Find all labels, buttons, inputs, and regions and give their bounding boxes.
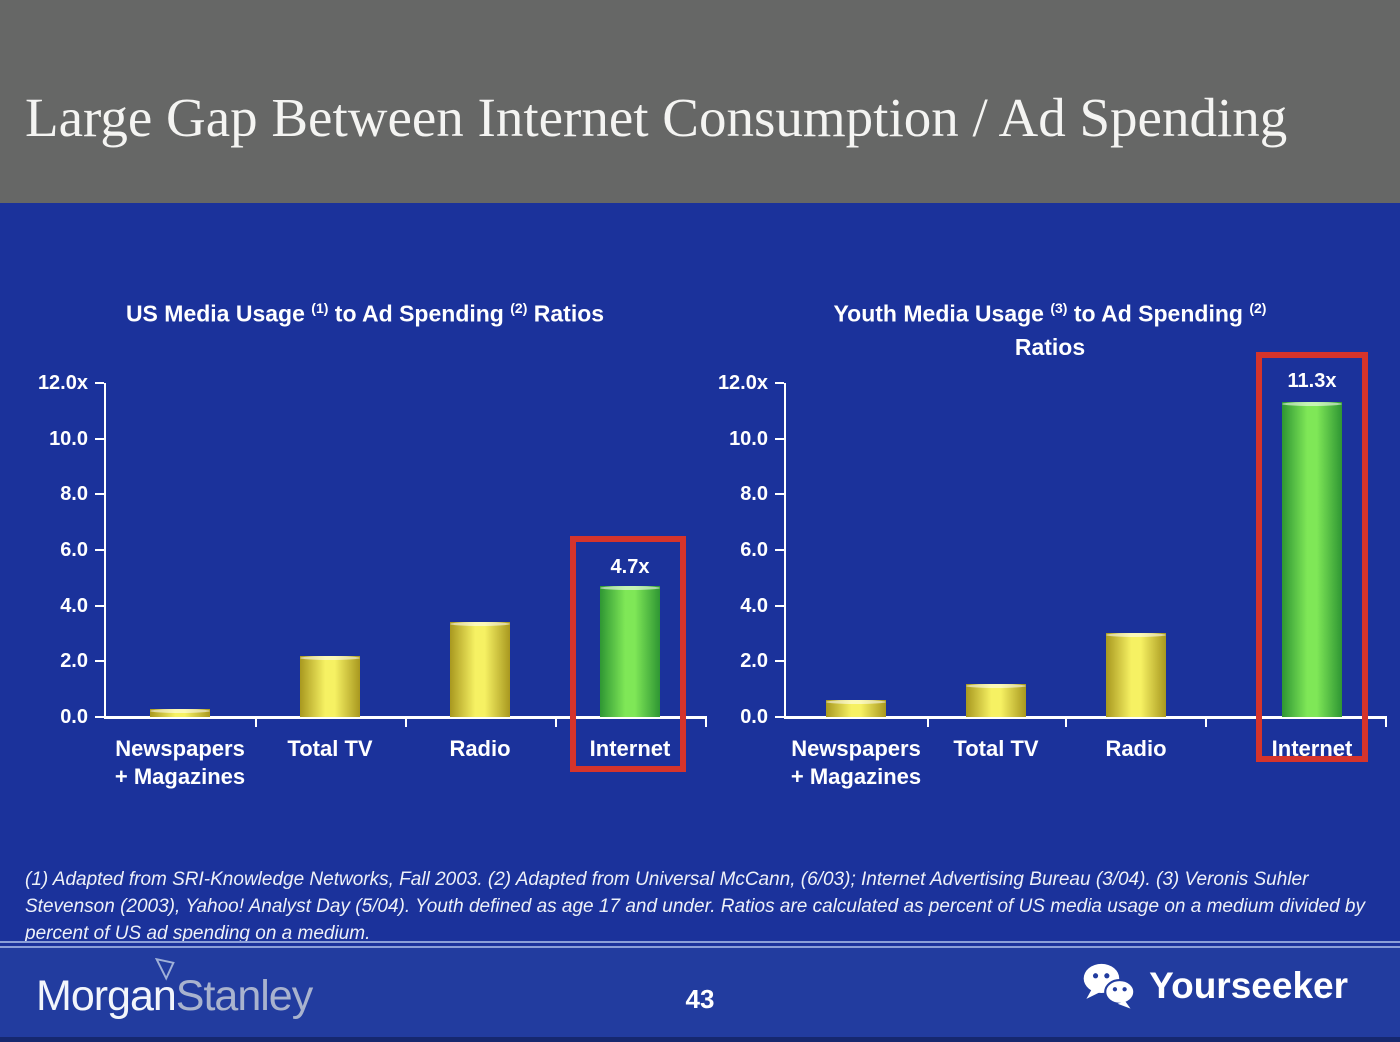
- x-axis-tick: [555, 719, 557, 727]
- footnote-marker-2: (2): [1249, 300, 1267, 316]
- footnote-marker-3: (3): [1050, 300, 1068, 316]
- y-axis-tick: [95, 549, 104, 551]
- morgan-stanley-logo: MorganStanley: [36, 958, 313, 1020]
- category-label-line: Newspapers: [115, 736, 245, 761]
- y-axis-tick: [775, 660, 784, 662]
- category-label-line: Total TV: [953, 736, 1039, 761]
- y-axis-tick-label: 10.0: [729, 428, 768, 450]
- y-axis-tick-label: 4.0: [740, 595, 768, 617]
- wechat-icon: [1083, 963, 1136, 1009]
- x-axis-tick: [1205, 719, 1207, 727]
- internet-highlight-box-right: [1256, 352, 1368, 762]
- y-axis-tick-label: 6.0: [740, 539, 768, 561]
- y-axis-line: [784, 383, 786, 717]
- bar-internet: [600, 586, 660, 717]
- bar-value-label: 11.3x: [1287, 370, 1337, 392]
- footnote: (1) Adapted from SRI-Knowledge Networks,…: [25, 869, 1365, 944]
- x-axis-line: [784, 716, 1387, 719]
- y-axis-tick-label: 8.0: [60, 483, 88, 505]
- y-axis-tick: [95, 493, 104, 495]
- x-axis-tick: [927, 719, 929, 727]
- y-axis-tick-label: 8.0: [740, 483, 768, 505]
- left-chart-title: US Media Usage (1) to Ad Spending (2) Ra…: [60, 292, 670, 331]
- footnote-marker-2: (2): [510, 300, 528, 316]
- footer: MorganStanley 43 Yourseeker: [0, 948, 1400, 1042]
- right-chart-title-line1: Youth Media Usage (3) to Ad Spending (2): [770, 292, 1330, 331]
- category-label-line: Internet: [589, 736, 671, 761]
- footnote-marker-1: (1): [311, 300, 329, 316]
- morgan-text: Morgan: [36, 972, 177, 1020]
- y-axis-tick-label: 2.0: [60, 650, 88, 672]
- category-label: Newspapers + Magazines: [776, 735, 936, 791]
- y-axis-tick-label: 6.0: [60, 539, 88, 561]
- bar-internet: [1282, 402, 1342, 717]
- x-axis-tick: [1385, 719, 1387, 727]
- y-axis-tick-label: 4.0: [60, 595, 88, 617]
- yourseeker-text: Yourseeker: [1149, 965, 1348, 1006]
- category-label: Radio: [1056, 735, 1216, 763]
- bar-total-tv: [966, 684, 1026, 717]
- bar-total-tv: [300, 656, 360, 717]
- slide-title: Large Gap Between Internet Consumption /…: [25, 87, 1288, 148]
- page-number: 43: [685, 984, 715, 1014]
- bar-value-label: 4.7x: [610, 556, 650, 578]
- x-axis-tick: [405, 719, 407, 727]
- morgan-stanley-triangle-icon: [154, 958, 175, 981]
- category-label: Newspapers + Magazines: [100, 735, 260, 791]
- category-label: Total TV: [250, 735, 410, 763]
- y-axis-tick: [775, 493, 784, 495]
- y-axis-tick: [775, 605, 784, 607]
- category-label: Radio: [400, 735, 560, 763]
- y-axis-tick: [95, 438, 104, 440]
- stanley-text: Stanley: [175, 972, 313, 1020]
- y-axis-tick: [775, 438, 784, 440]
- y-axis-tick-label: 10.0: [49, 428, 88, 450]
- category-label-line: Total TV: [287, 736, 373, 761]
- right-chart-title-text: Youth Media Usage: [833, 300, 1051, 327]
- left-chart-title-text: to Ad Spending: [328, 300, 511, 327]
- y-axis-tick: [95, 716, 104, 718]
- y-axis-tick: [775, 716, 784, 718]
- category-label-line: + Magazines: [114, 764, 246, 789]
- right-chart-title-text: to Ad Spending: [1067, 300, 1250, 327]
- y-axis-tick: [775, 549, 784, 551]
- yourseeker-brand: Yourseeker: [1081, 962, 1348, 1010]
- internet-highlight-box-left: [570, 536, 686, 772]
- category-label-line: Newspapers: [791, 736, 921, 761]
- x-axis-line: [104, 716, 707, 719]
- y-axis-tick-label: 2.0: [740, 650, 768, 672]
- right-chart-title-line2: Ratios: [1014, 333, 1086, 360]
- x-axis-tick: [255, 719, 257, 727]
- y-axis-tick-label: 12.0x: [717, 372, 768, 394]
- slide-header: Large Gap Between Internet Consumption /…: [0, 0, 1400, 203]
- footer-divider: [0, 941, 1400, 948]
- right-chart-title: Youth Media Usage (3) to Ad Spending (2)…: [770, 292, 1330, 364]
- y-axis-tick: [775, 382, 784, 384]
- left-chart-title-text: US Media Usage: [125, 300, 312, 327]
- y-axis-line: [104, 383, 106, 717]
- y-axis-tick-label: 0.0: [60, 706, 88, 728]
- x-axis-tick: [705, 719, 707, 727]
- x-axis-tick: [1065, 719, 1067, 727]
- category-label: Total TV: [916, 735, 1076, 763]
- category-label-line: + Magazines: [790, 764, 922, 789]
- y-axis-tick-label: 0.0: [740, 706, 768, 728]
- y-axis-tick: [95, 382, 104, 384]
- bar-newspapers: [150, 709, 210, 717]
- y-axis-tick: [95, 605, 104, 607]
- left-chart-title-text: Ratios: [527, 300, 605, 327]
- bar-radio: [1106, 633, 1166, 717]
- bar-newspapers: [826, 700, 886, 717]
- category-label-line: Radio: [1105, 736, 1167, 761]
- y-axis-tick-label: 12.0x: [37, 372, 88, 394]
- y-axis-tick: [95, 660, 104, 662]
- category-label-line: Radio: [449, 736, 511, 761]
- bar-radio: [450, 622, 510, 717]
- category-label: Internet: [550, 735, 710, 763]
